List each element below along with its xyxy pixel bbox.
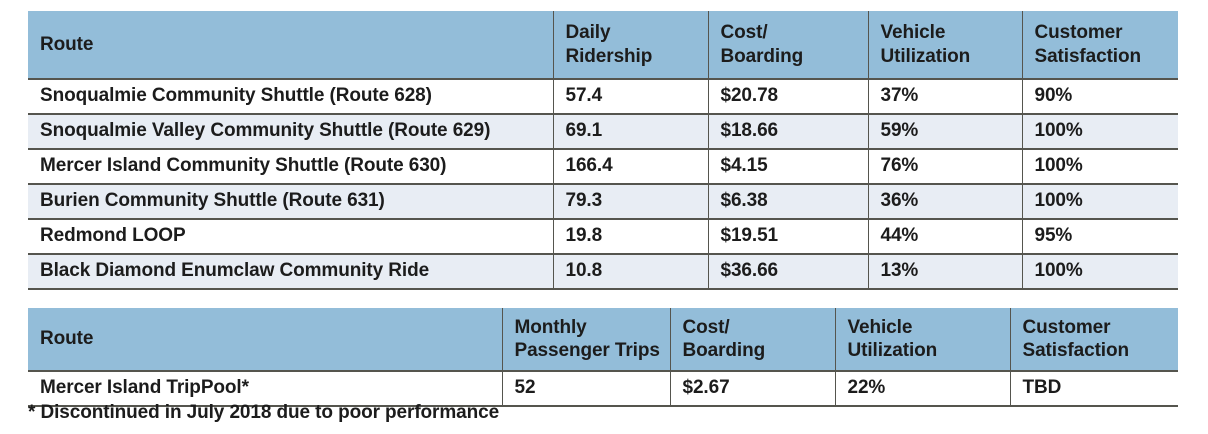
table1-header-vehicle-utilization: Vehicle Utilization [867,11,1022,79]
customer-satisfaction-cell: TBD [1009,371,1178,406]
table-row: Black Diamond Enumclaw Community Ride 10… [28,254,1178,289]
route-name-cell: Black Diamond Enumclaw Community Ride [28,254,553,289]
route-name-cell: Redmond LOOP [28,219,553,254]
trippool-performance-table: Route Monthly Passenger Trips Cost/ Boar… [28,308,1178,407]
cost-boarding-cell: $6.38 [707,184,868,219]
cost-boarding-cell: $18.66 [707,114,868,149]
vehicle-utilization-cell: 22% [834,371,1010,406]
vehicle-utilization-cell: 13% [867,254,1022,289]
vehicle-utilization-cell: 59% [867,114,1022,149]
route-name-cell: Snoqualmie Valley Community Shuttle (Rou… [28,114,553,149]
table-row: Burien Community Shuttle (Route 631) 79.… [28,184,1178,219]
route-name-cell: Mercer Island Community Shuttle (Route 6… [28,149,553,184]
customer-satisfaction-cell: 90% [1021,79,1178,114]
daily-ridership-cell: 166.4 [552,149,708,184]
table-row: Mercer Island Community Shuttle (Route 6… [28,149,1178,184]
customer-satisfaction-cell: 100% [1021,149,1178,184]
route-name-cell: Snoqualmie Community Shuttle (Route 628) [28,79,553,114]
route-name-cell: Mercer Island TripPool* [28,371,502,406]
customer-satisfaction-cell: 100% [1021,184,1178,219]
cost-boarding-cell: $4.15 [707,149,868,184]
table1-header-row: Route Daily Ridership Cost/ Boarding Veh… [28,11,1178,79]
vehicle-utilization-cell: 36% [867,184,1022,219]
daily-routes-performance-table: Route Daily Ridership Cost/ Boarding Veh… [28,11,1178,290]
table-row: Mercer Island TripPool* 52 $2.67 22% TBD [28,371,1178,406]
table2-header-vehicle-utilization: Vehicle Utilization [834,308,1010,371]
table2-header-customer-satisfaction: Customer Satisfaction [1009,308,1178,371]
discontinued-footnote: * Discontinued in July 2018 due to poor … [28,402,500,423]
table2-header-cost-boarding: Cost/ Boarding [669,308,835,371]
table2-header-row: Route Monthly Passenger Trips Cost/ Boar… [28,308,1178,371]
table1-header-cost-boarding: Cost/ Boarding [707,11,868,79]
daily-ridership-cell: 79.3 [552,184,708,219]
customer-satisfaction-cell: 95% [1021,219,1178,254]
daily-ridership-cell: 57.4 [552,79,708,114]
vehicle-utilization-cell: 76% [867,149,1022,184]
table1-header-customer-satisfaction: Customer Satisfaction [1021,11,1178,79]
route-name-cell: Burien Community Shuttle (Route 631) [28,184,553,219]
table2-header-route: Route [28,308,502,371]
table-row: Snoqualmie Valley Community Shuttle (Rou… [28,114,1178,149]
table-row: Snoqualmie Community Shuttle (Route 628)… [28,79,1178,114]
cost-boarding-cell: $20.78 [707,79,868,114]
daily-ridership-cell: 10.8 [552,254,708,289]
table2-header-monthly-passenger-trips: Monthly Passenger Trips [501,308,670,371]
customer-satisfaction-cell: 100% [1021,254,1178,289]
table1-header-route: Route [28,11,553,79]
daily-ridership-cell: 69.1 [552,114,708,149]
cost-boarding-cell: $36.66 [707,254,868,289]
vehicle-utilization-cell: 44% [867,219,1022,254]
vehicle-utilization-cell: 37% [867,79,1022,114]
monthly-passenger-trips-cell: 52 [501,371,670,406]
table1-header-daily-ridership: Daily Ridership [552,11,708,79]
daily-ridership-cell: 19.8 [552,219,708,254]
cost-boarding-cell: $19.51 [707,219,868,254]
cost-boarding-cell: $2.67 [669,371,835,406]
table-row: Redmond LOOP 19.8 $19.51 44% 95% [28,219,1178,254]
customer-satisfaction-cell: 100% [1021,114,1178,149]
